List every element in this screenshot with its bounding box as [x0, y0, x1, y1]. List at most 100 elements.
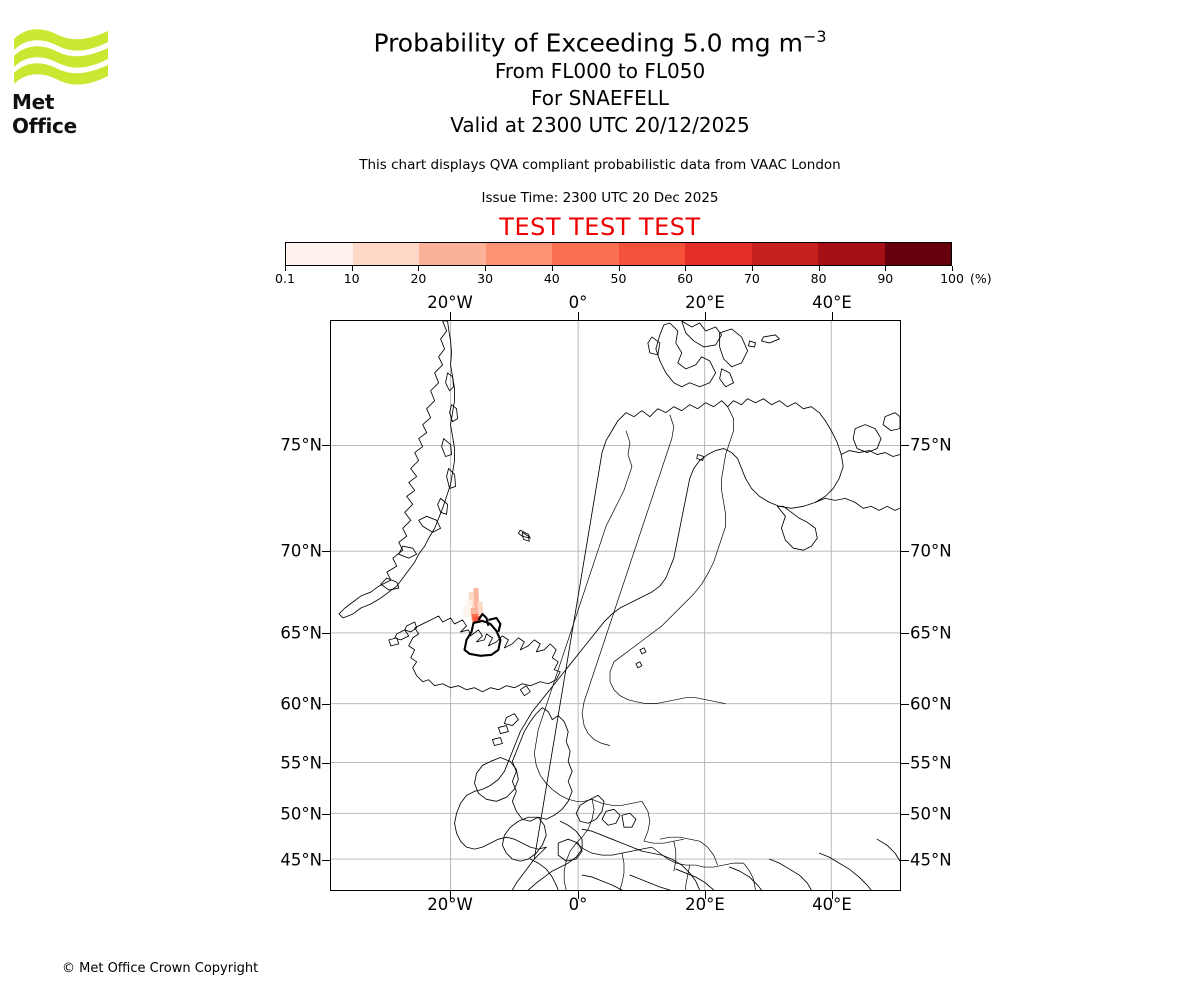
coastline-scandinavia: [454, 398, 844, 890]
map-canvas: [331, 321, 900, 890]
colorbar-tick-labels: 0.1 10 20 30 40 50 60 70 80 90 100: [0, 271, 1200, 287]
colorbar-tick-70: [751, 266, 753, 271]
map-gridlines: [331, 321, 900, 890]
coastline-nw-russia: [814, 412, 900, 511]
coastline-jan-mayen: [517, 529, 531, 539]
lon-label-bottom-40E: 40°E: [812, 895, 852, 914]
coastline-iceland: [388, 615, 561, 693]
chart-title-block: Probability of Exceeding 5.0 mg m−3 From…: [0, 22, 1200, 139]
lat-label-left-65N: 65°N: [280, 623, 322, 643]
lat-label-left-55N: 55°N: [280, 753, 322, 773]
colorbar-tick-100: [952, 266, 953, 271]
subtitle-volcano: For SNAEFELL: [530, 86, 669, 111]
lat-tick-left: [322, 763, 330, 764]
lat-label-right-45N: 45°N: [910, 850, 952, 870]
lon-label-top-0: 0°: [568, 293, 588, 312]
colorbar-tick-label-100: 100: [940, 271, 964, 286]
colorbar-tick-label-40: 40: [543, 271, 560, 286]
colorbar-gradient: [285, 242, 952, 266]
map-borders-baltic: [659, 836, 718, 872]
colorbar-band-4: [552, 243, 619, 265]
map-small-marks: [635, 647, 647, 669]
copyright-notice: © Met Office Crown Copyright: [62, 961, 259, 976]
coastline-small-island-1: [748, 340, 756, 348]
lat-tick-left: [322, 814, 330, 815]
map-country-borders: [533, 406, 756, 890]
map-plot-area[interactable]: [330, 320, 901, 891]
colorbar-band-6: [685, 243, 752, 265]
test-banner: TEST TEST TEST: [499, 213, 701, 241]
lat-tick-left: [322, 551, 330, 552]
colorbar-tick-label-30: 30: [477, 271, 494, 286]
colorbar-tick-label-20: 20: [410, 271, 427, 286]
lat-label-right-65N: 65°N: [910, 623, 952, 643]
colorbar-band-5: [618, 243, 685, 265]
met-office-logo-text: Met Office: [12, 90, 77, 138]
lon-label-top-20E: 20°E: [685, 293, 725, 312]
colorbar-band-2: [419, 243, 486, 265]
lat-label-right-60N: 60°N: [910, 694, 952, 714]
lat-tick-right: [901, 763, 909, 764]
lat-label-right-50N: 50°N: [910, 804, 952, 824]
page-title-exponent: −3: [802, 27, 827, 46]
ash-cloud-polygon: [463, 612, 502, 657]
lat-tick-left: [322, 860, 330, 861]
lat-label-right-55N: 55°N: [910, 753, 952, 773]
lat-label-right-75N: 75°N: [910, 435, 952, 455]
lon-tick-top: [705, 312, 706, 320]
colorbar-tick-40: [551, 266, 553, 271]
colorbar-tick-label-10: 10: [343, 271, 360, 286]
met-office-logo: [12, 25, 112, 115]
page-title-text: Probability of Exceeding 5.0 mg m: [373, 28, 803, 58]
colorbar-band-7: [751, 243, 818, 265]
coastline-white-sea: [777, 505, 818, 551]
lat-label-left-50N: 50°N: [280, 804, 322, 824]
lat-tick-right: [901, 551, 909, 552]
colorbar-tick-90: [885, 266, 887, 271]
colorbar-tick-label-60: 60: [677, 271, 694, 286]
lon-label-bottom-0: 0°: [568, 895, 588, 914]
colorbar-band-9: [884, 243, 951, 265]
lat-label-left-45N: 45°N: [280, 850, 322, 870]
coastline-north-sea: [527, 794, 701, 890]
colorbar-tick-label-0.1: 0.1: [275, 271, 295, 286]
coastline-central-europe: [529, 838, 900, 890]
lon-tick-bottom: [832, 891, 833, 899]
colorbar-tick-80: [818, 266, 820, 271]
colorbar-band-3: [485, 243, 552, 265]
lat-tick-right: [901, 445, 909, 446]
lat-tick-right: [901, 633, 909, 634]
colorbar-tick-60: [685, 266, 687, 271]
lon-label-bottom-20W: 20°W: [427, 895, 473, 914]
lat-tick-left: [322, 704, 330, 705]
colorbar-tick-0.1: [285, 266, 286, 271]
coastline-greenland: [338, 321, 458, 619]
lat-label-left-75N: 75°N: [280, 435, 322, 455]
lon-label-bottom-20E: 20°E: [685, 895, 725, 914]
colorbar-band-8: [818, 243, 885, 265]
colorbar-tick-20: [418, 266, 420, 271]
coastline-bear-island: [696, 454, 705, 461]
lon-tick-top: [832, 312, 833, 320]
lat-tick-right: [901, 814, 909, 815]
colorbar: [285, 242, 952, 266]
lat-label-right-70N: 70°N: [910, 541, 952, 561]
lon-label-top-20W: 20°W: [427, 293, 473, 312]
colorbar-band-1: [352, 243, 419, 265]
colorbar-unit-label: (%): [970, 271, 992, 286]
ash-plume-probability: [463, 588, 484, 623]
colorbar-band-0: [286, 243, 353, 265]
lon-label-top-40E: 40°E: [812, 293, 852, 312]
coastline-british-isles: [474, 685, 583, 862]
colorbar-tick-label-90: 90: [877, 271, 894, 286]
page-title: Probability of Exceeding 5.0 mg m−3: [0, 22, 1200, 58]
lon-tick-bottom: [705, 891, 706, 899]
coastline-svalbard: [647, 321, 748, 388]
lon-tick-bottom: [578, 891, 579, 899]
lon-tick-bottom: [450, 891, 451, 899]
colorbar-ticks: [285, 266, 953, 274]
coastline-faroes: [521, 531, 530, 542]
lat-label-left-70N: 70°N: [280, 541, 322, 561]
colorbar-tick-10: [351, 266, 353, 271]
subtitle-valid-time: Valid at 2300 UTC 20/12/2025: [450, 113, 750, 138]
